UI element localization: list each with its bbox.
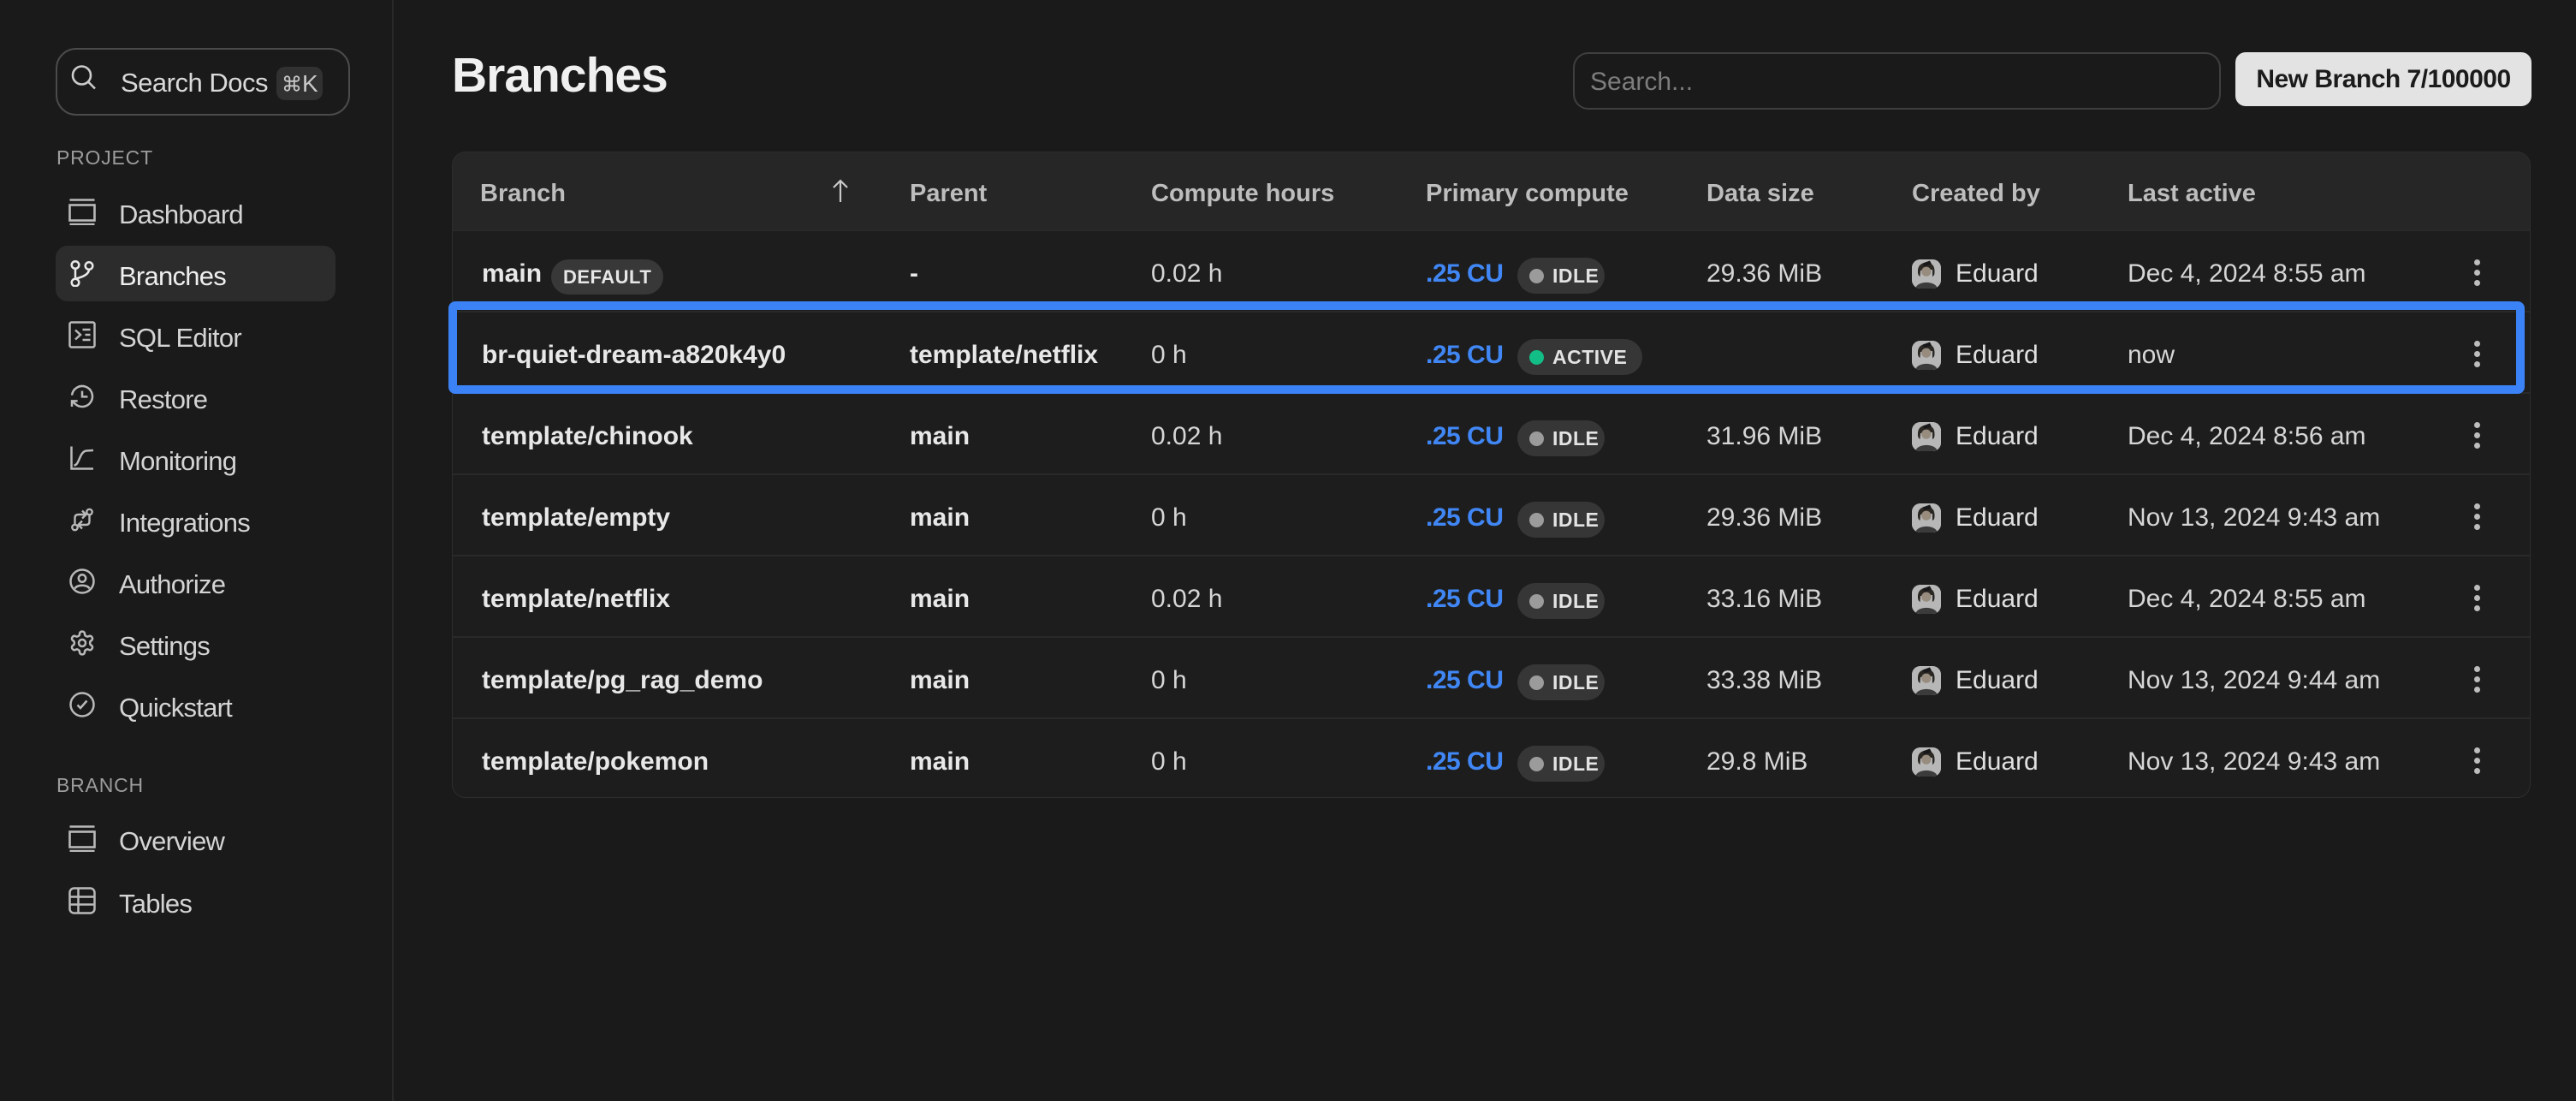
- svg-text:K: K: [302, 70, 318, 97]
